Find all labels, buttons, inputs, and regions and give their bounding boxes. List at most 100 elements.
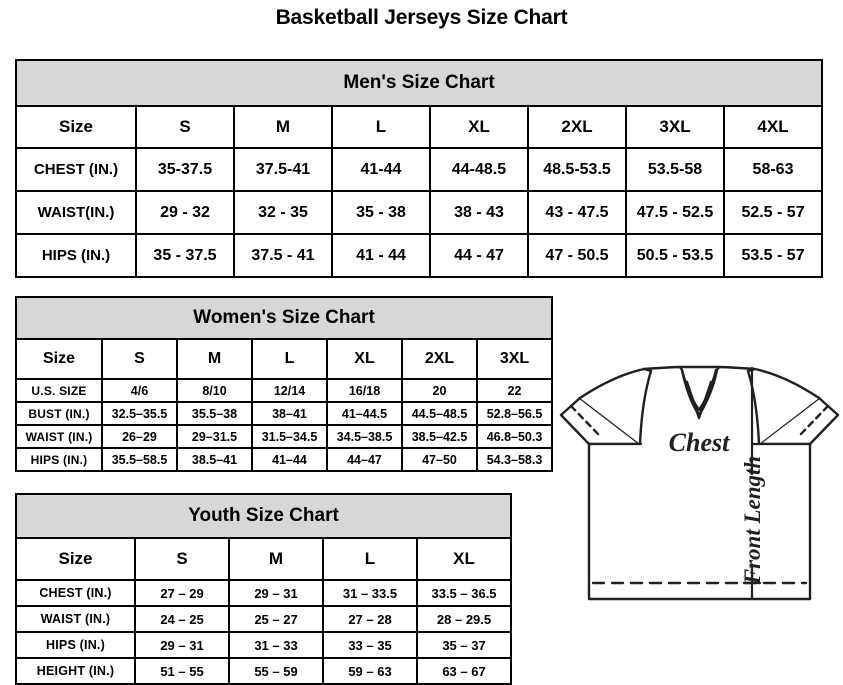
row-label: BUST (IN.) [15, 401, 103, 426]
front-length-label: Front Length [740, 456, 765, 585]
table-cell: 34.5–38.5 [326, 424, 403, 449]
body-shape [587, 442, 812, 601]
table-cell: 44 - 47 [429, 233, 529, 278]
column-header-l: L [251, 338, 328, 380]
mens-size-chart-table: Men's Size Chart Size S M L XL 2XL 3XL 4… [14, 59, 824, 278]
column-header-xl: XL [429, 105, 529, 149]
column-header-m: M [176, 338, 253, 380]
table-cell: 31 – 33 [228, 631, 324, 659]
table-cell: 38.5–41 [176, 447, 253, 472]
table-cell: 41–44 [251, 447, 328, 472]
page-title: Basketball Jerseys Size Chart [275, 6, 568, 29]
column-header-3xl: 3XL [625, 105, 725, 149]
column-header-s: S [135, 105, 235, 149]
table-cell: 27 – 28 [322, 605, 418, 633]
table-cell: 33.5 – 36.5 [415, 579, 513, 607]
jersey-measurement-diagram: Chest Front Length [556, 356, 843, 656]
row-label: WAIST (IN.) [15, 605, 136, 633]
table-cell: 35.5–38 [176, 401, 253, 426]
table-cell: 35 – 37 [415, 631, 513, 659]
row-label: WAIST(IN.) [15, 190, 137, 235]
table-cell: 63 – 67 [415, 657, 513, 685]
neckline-inner-v [685, 380, 713, 420]
table-cell: 47.5 - 52.5 [625, 190, 725, 235]
table-cell: 16/18 [326, 378, 403, 403]
youth-size-chart-table: Youth Size Chart Size S M L XL CHEST (IN… [14, 493, 513, 685]
table-cell: 35 - 38 [331, 190, 431, 235]
column-header-l: L [331, 105, 431, 149]
column-header-m: M [228, 537, 324, 581]
table-row: HIPS (IN.) 35 - 37.5 37.5 - 41 41 - 44 4… [15, 233, 824, 278]
table-cell: 53.5-58 [625, 147, 725, 192]
table-cell: 33 – 35 [322, 631, 418, 659]
table-cell: 28 – 29.5 [415, 605, 513, 633]
table-caption-row: Men's Size Chart [14, 59, 824, 107]
table-cell: 47–50 [401, 447, 478, 472]
table-cell: 43 - 47.5 [527, 190, 627, 235]
table-cell: 32 - 35 [233, 190, 333, 235]
table-cell: 44-48.5 [429, 147, 529, 192]
table-cell: 4/6 [101, 378, 178, 403]
table-row: BUST (IN.) 32.5–35.5 35.5–38 38–41 41–44… [15, 401, 554, 426]
column-header-size: Size [15, 338, 103, 380]
column-header-2xl: 2XL [401, 338, 478, 380]
table-row: WAIST (IN.) 24 – 25 25 – 27 27 – 28 28 –… [15, 605, 513, 633]
column-header-xl: XL [415, 537, 513, 581]
table-row: U.S. SIZE 4/6 8/10 12/14 16/18 20 22 [15, 378, 554, 403]
womens-size-chart-table: Women's Size Chart Size S M L XL 2XL 3XL… [14, 296, 554, 472]
table-cell: 20 [401, 378, 478, 403]
table-cell: 37.5-41 [233, 147, 333, 192]
column-header-3xl: 3XL [475, 338, 554, 380]
table-cell: 41 - 44 [331, 233, 431, 278]
table-cell: 31.5–34.5 [251, 424, 328, 449]
table-cell: 38–41 [251, 401, 328, 426]
table-cell: 32.5–35.5 [101, 401, 178, 426]
row-label: HIPS (IN.) [15, 447, 103, 472]
table-cell: 35-37.5 [135, 147, 235, 192]
table-cell: 26–29 [101, 424, 178, 449]
table-cell: 29 – 31 [228, 579, 324, 607]
row-label: CHEST (IN.) [15, 579, 136, 607]
table-caption-row: Youth Size Chart [14, 493, 513, 539]
row-label: HIPS (IN.) [15, 233, 137, 278]
left-sleeve-hem-stitch [569, 404, 601, 437]
table-cell: 47 - 50.5 [527, 233, 627, 278]
table-cell: 38.5–42.5 [401, 424, 478, 449]
table-cell: 27 – 29 [134, 579, 230, 607]
table-cell: 35.5–58.5 [101, 447, 178, 472]
column-header-size: Size [15, 537, 136, 581]
table-cell: 35 - 37.5 [135, 233, 235, 278]
table-cell: 41–44.5 [326, 401, 403, 426]
mens-chart-caption: Men's Size Chart [14, 59, 824, 107]
table-header-row: Size S M L XL 2XL 3XL [15, 338, 554, 380]
table-cell: 12/14 [251, 378, 328, 403]
table-cell: 48.5-53.5 [527, 147, 627, 192]
table-cell: 37.5 - 41 [233, 233, 333, 278]
table-cell: 53.5 - 57 [722, 233, 824, 278]
table-cell: 46.8–50.3 [475, 424, 554, 449]
table-cell: 41-44 [331, 147, 431, 192]
table-row: WAIST (IN.) 26–29 29–31.5 31.5–34.5 34.5… [15, 424, 554, 449]
table-cell: 52.8–56.5 [475, 401, 554, 426]
table-cell: 55 – 59 [228, 657, 324, 685]
table-cell: 44–47 [326, 447, 403, 472]
table-cell: 29 - 32 [135, 190, 235, 235]
table-cell: 59 – 63 [322, 657, 418, 685]
table-cell: 51 – 55 [134, 657, 230, 685]
table-row: CHEST (IN.) 27 – 29 29 – 31 31 – 33.5 33… [15, 579, 513, 607]
table-cell: 22 [475, 378, 554, 403]
womens-chart-caption: Women's Size Chart [14, 296, 554, 340]
youth-chart-caption: Youth Size Chart [14, 493, 513, 539]
column-header-s: S [134, 537, 230, 581]
column-header-s: S [101, 338, 178, 380]
column-header-l: L [322, 537, 418, 581]
row-label: U.S. SIZE [15, 378, 103, 403]
table-row: CHEST (IN.) 35-37.5 37.5-41 41-44 44-48.… [15, 147, 824, 192]
table-cell: 54.3–58.3 [475, 447, 554, 472]
table-cell: 38 - 43 [429, 190, 529, 235]
table-cell: 29–31.5 [176, 424, 253, 449]
row-label: WAIST (IN.) [15, 424, 103, 449]
table-header-row: Size S M L XL [15, 537, 513, 581]
column-header-2xl: 2XL [527, 105, 627, 149]
table-cell: 24 – 25 [134, 605, 230, 633]
